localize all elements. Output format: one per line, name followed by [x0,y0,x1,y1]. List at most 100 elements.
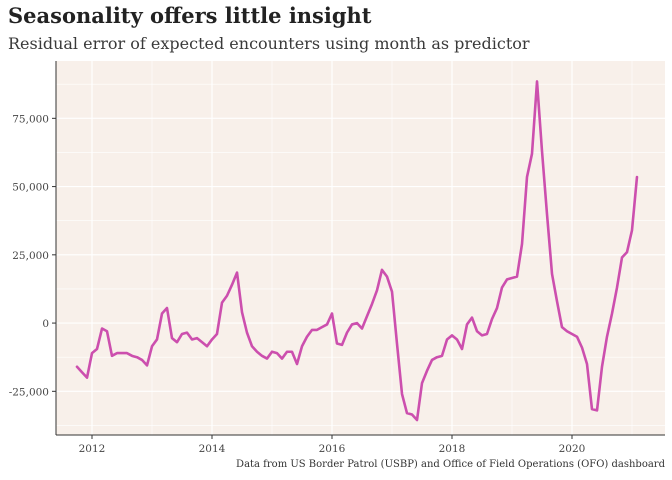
grid-major [56,61,665,435]
data-point [476,330,478,332]
data-point [226,295,228,297]
data-point [176,341,178,343]
data-point [511,277,513,279]
data-point [541,150,543,152]
data-point [161,312,163,314]
chart-title: Seasonality offers little insight [8,3,372,28]
data-point [411,413,413,415]
data-point [416,419,418,421]
data-point [291,351,293,353]
data-point [591,408,593,410]
grid-minor [56,61,665,435]
data-point [546,213,548,215]
data-point [621,256,623,258]
data-point [326,323,328,325]
y-tick-label: 0 [42,318,49,330]
data-point [481,334,483,336]
data-point [331,312,333,314]
data-point [566,330,568,332]
data-point [311,329,313,331]
data-point [491,318,493,320]
data-point [221,301,223,303]
data-point [236,271,238,273]
y-tick-label: -25,000 [9,386,49,398]
y-tick-label: 25,000 [12,250,49,262]
data-point [396,342,398,344]
data-point [536,80,538,82]
data-point [211,338,213,340]
data-point [121,352,123,354]
data-point [191,338,193,340]
data-point [321,326,323,328]
data-point [186,331,188,333]
data-point [216,333,218,335]
data-point [461,348,463,350]
data-point [351,323,353,325]
data-point [386,275,388,277]
y-axis-ticks: -25,000 0 25,000 50,000 75,000 [9,113,56,398]
data-point [131,355,133,357]
data-point [251,345,253,347]
data-point [261,355,263,357]
data-point [611,312,613,314]
y-tick-label: 50,000 [12,182,49,194]
data-point [401,393,403,395]
data-point [636,176,638,178]
data-point [521,243,523,245]
data-point [501,286,503,288]
series-line-residual [75,80,639,422]
data-point [126,352,128,354]
data-point [86,376,88,378]
data-point [586,363,588,365]
data-point [381,269,383,271]
data-point [301,345,303,347]
data-point [306,336,308,338]
data-point [246,331,248,333]
y-tick-label: 75,000 [12,113,49,125]
data-point [556,300,558,302]
data-point [336,342,338,344]
data-point [271,351,273,353]
data-point [451,334,453,336]
data-point [471,316,473,318]
x-tick-label: 2020 [559,443,586,455]
data-point [156,338,158,340]
data-point [356,322,358,324]
data-point [296,363,298,365]
data-point [421,382,423,384]
x-tick-label: 2016 [319,443,346,455]
data-point [136,356,138,358]
data-point [141,359,143,361]
data-point [486,333,488,335]
chart-caption: Data from US Border Patrol (USBP) and Of… [236,459,665,470]
data-point [441,355,443,357]
data-point [361,327,363,329]
data-point [316,329,318,331]
data-point [436,356,438,358]
data-point [616,286,618,288]
data-point [551,273,553,275]
data-point [76,366,78,368]
data-point [146,364,148,366]
data-point [106,330,108,332]
data-point [256,351,258,353]
data-point [376,289,378,291]
data-point [101,327,103,329]
data-point [631,229,633,231]
data-point [581,346,583,348]
data-point [426,370,428,372]
data-point [116,352,118,354]
data-point [341,344,343,346]
data-point [181,333,183,335]
data-point [281,357,283,359]
data-point [466,323,468,325]
data-point [266,357,268,359]
data-point [561,326,563,328]
chart-subtitle: Residual error of expected encounters us… [8,34,530,53]
data-point [446,338,448,340]
data-point [151,345,153,347]
data-point [346,331,348,333]
data-point [431,359,433,361]
data-point [496,307,498,309]
